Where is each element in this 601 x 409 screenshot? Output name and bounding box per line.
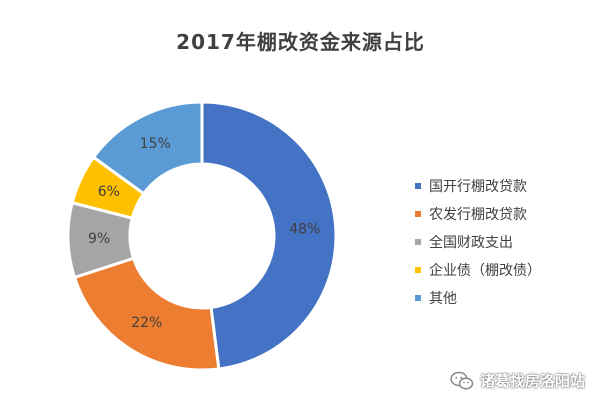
legend-swatch [415,183,421,189]
legend-label: 国开行棚改贷款 [429,179,527,195]
donut-slice-1 [200,100,338,371]
legend-item-1: 国开行棚改贷款 [415,172,595,200]
slice-label-4: 6% [98,184,120,200]
watermark-text: 诸葛找房洛阳站 [479,372,585,390]
legend-label: 其他 [429,291,457,307]
chart-title: 2017年棚改资金来源占比 [176,30,425,54]
slice-label-1: 48% [289,222,320,238]
watermark: 诸葛找房洛阳站 [450,370,585,391]
legend-label: 全国财政支出 [429,235,513,251]
slice-label-3: 9% [88,231,110,247]
legend-item-2: 农发行棚改贷款 [415,200,595,228]
legend-swatch [415,239,421,245]
donut-slice-5 [91,100,204,196]
chart-legend: 国开行棚改贷款 农发行棚改贷款 全国财政支出企业债（棚改债） 其他 [415,172,595,312]
legend-swatch [415,267,421,273]
legend-swatch [415,211,421,217]
legend-item-4: 企业债（棚改债） [415,256,595,284]
slice-label-5: 15% [140,136,171,152]
donut-slice-2 [72,256,221,372]
legend-item-5: 其他 [415,284,595,312]
legend-label: 企业债（棚改债） [429,263,541,279]
legend-swatch [415,295,421,301]
legend-label: 农发行棚改贷款 [429,207,527,223]
slice-label-2: 22% [131,315,162,331]
legend-item-3: 全国财政支出 [415,228,595,256]
wechat-icon [450,371,474,389]
